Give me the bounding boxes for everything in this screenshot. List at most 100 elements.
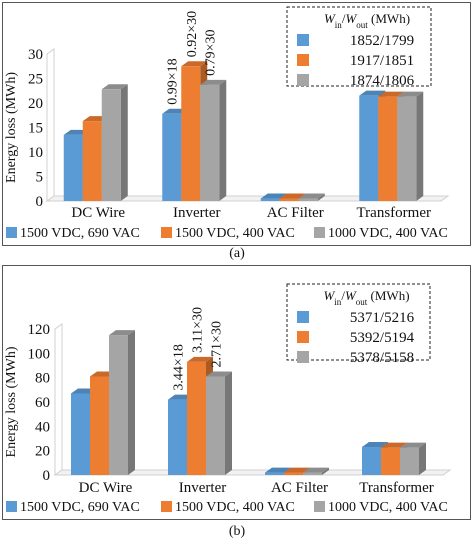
bar-top — [279, 193, 306, 199]
bar-top — [206, 371, 232, 377]
y-tick-label: 15 — [28, 121, 43, 137]
x-tick-label: Inverter — [173, 205, 220, 221]
inset-row: 5371/5216 — [350, 310, 415, 326]
bar-top — [101, 84, 128, 90]
inset-swatch — [297, 54, 309, 66]
bar — [168, 399, 187, 475]
legend-swatch — [161, 501, 172, 512]
bar — [200, 84, 220, 201]
legend-swatch — [314, 501, 325, 512]
bar — [109, 335, 128, 475]
bar — [359, 95, 379, 201]
legend-label: 1500 VDC, 690 VAC — [20, 500, 140, 515]
bar — [397, 96, 417, 201]
left-wall — [46, 48, 55, 202]
bar-side — [225, 371, 232, 475]
inset-row: 1874/1806 — [350, 73, 415, 89]
bar-side — [120, 84, 128, 201]
bar — [378, 96, 398, 201]
y-tick-label: 120 — [28, 322, 51, 338]
x-tick-label: Transformer — [357, 205, 431, 221]
inset-row: 5378/5158 — [350, 350, 414, 366]
chart-a-svg: 0 5 10 15 20 25 30 Energy loss (MWh) DC Wire 0.99… — [4, 6, 450, 241]
panel-b-caption: (b) — [228, 524, 246, 539]
inset-row: 1852/1799 — [350, 33, 414, 49]
legend-swatch — [6, 501, 17, 512]
inset-header: Win/Wout (MWh) — [324, 11, 410, 30]
bar-top — [378, 91, 405, 97]
bar — [381, 447, 400, 475]
y-tick-label: 80 — [35, 371, 50, 387]
bar-side — [219, 79, 227, 201]
bar-top — [359, 90, 386, 96]
x-tick-label: AC Filter — [271, 480, 328, 496]
bar-top — [400, 442, 426, 448]
bar-side — [317, 193, 325, 201]
bar-side — [419, 442, 426, 475]
inset-box — [286, 283, 431, 361]
bar — [279, 198, 299, 201]
chart-b-svg: 0 20 40 60 80 100 120 Energy loss (MWh) DC Wire 3… — [4, 283, 452, 515]
bar-top — [284, 467, 310, 473]
bar-top — [187, 356, 213, 362]
y-tick-label: 0 — [43, 468, 51, 484]
bar — [63, 134, 83, 201]
bar — [362, 447, 381, 475]
bar-top — [109, 330, 135, 336]
y-tick-label: 40 — [35, 419, 50, 435]
x-tick-label: Inverter — [179, 480, 226, 496]
bar-annotation: 0.79×30 — [204, 29, 219, 75]
x-tick-label: DC Wire — [79, 480, 133, 496]
bar — [298, 198, 318, 201]
y-tick-label: 5 — [36, 170, 44, 186]
bar — [90, 376, 109, 475]
bar — [303, 472, 322, 475]
bar — [181, 66, 201, 201]
bar-annotation: 0.99×18 — [166, 58, 181, 104]
bar — [400, 447, 419, 475]
bar-top — [260, 193, 287, 199]
bar-side — [322, 467, 329, 475]
inset-swatch — [297, 351, 309, 363]
inset-swatch — [297, 311, 309, 323]
left-wall — [54, 323, 63, 476]
legend-swatch — [314, 227, 325, 238]
legend-label: 1000 VDC, 400 VAC — [328, 226, 448, 241]
y-tick-label: 20 — [28, 96, 43, 112]
inset-swatch — [297, 331, 309, 343]
bar-top — [303, 467, 329, 473]
chart-panel-a: 0 5 10 15 20 25 30 Energy loss (MWh) DC Wire 0.99… — [2, 2, 471, 246]
y-tick-label: 0 — [36, 194, 44, 210]
y-axis-label: Energy loss (MWh) — [4, 72, 19, 183]
bar-annotation: 0.92×30 — [185, 11, 200, 57]
bar — [187, 361, 206, 475]
legend-label: 1500 VDC, 690 VAC — [20, 226, 140, 241]
y-tick-label: 100 — [28, 346, 51, 362]
bar-top — [181, 61, 208, 67]
legend-label: 1000 VDC, 400 VAC — [328, 500, 448, 515]
bar-side — [128, 330, 135, 475]
panel-a-caption: (a) — [229, 246, 245, 261]
bar-annotation: 3.11×30 — [191, 307, 206, 353]
bar-top — [265, 467, 291, 473]
inset-swatch — [297, 74, 309, 86]
bar — [265, 472, 284, 475]
x-tick-label: Transformer — [359, 480, 433, 496]
bar-top — [397, 91, 424, 97]
bar — [71, 393, 90, 475]
bar — [206, 376, 225, 475]
y-axis-label: Energy loss (MWh) — [4, 346, 19, 457]
x-tick-label: AC Filter — [267, 205, 324, 221]
inset-row: 1917/1851 — [350, 53, 414, 69]
bar-top — [381, 442, 407, 448]
bar-top — [200, 79, 227, 85]
legend-swatch — [161, 227, 172, 238]
legend-swatch — [6, 227, 17, 238]
inset-row: 5392/5194 — [350, 330, 415, 346]
bar-annotation: 3.44×18 — [172, 344, 187, 390]
y-tick-label: 20 — [35, 444, 50, 460]
legend-label: 1500 VDC, 400 VAC — [175, 500, 295, 515]
bar-annotation: 2.71×30 — [210, 321, 225, 367]
inset-swatch — [297, 34, 309, 46]
chart-panel-b: 0 20 40 60 80 100 120 Energy loss (MWh) DC Wire 3… — [2, 265, 471, 520]
